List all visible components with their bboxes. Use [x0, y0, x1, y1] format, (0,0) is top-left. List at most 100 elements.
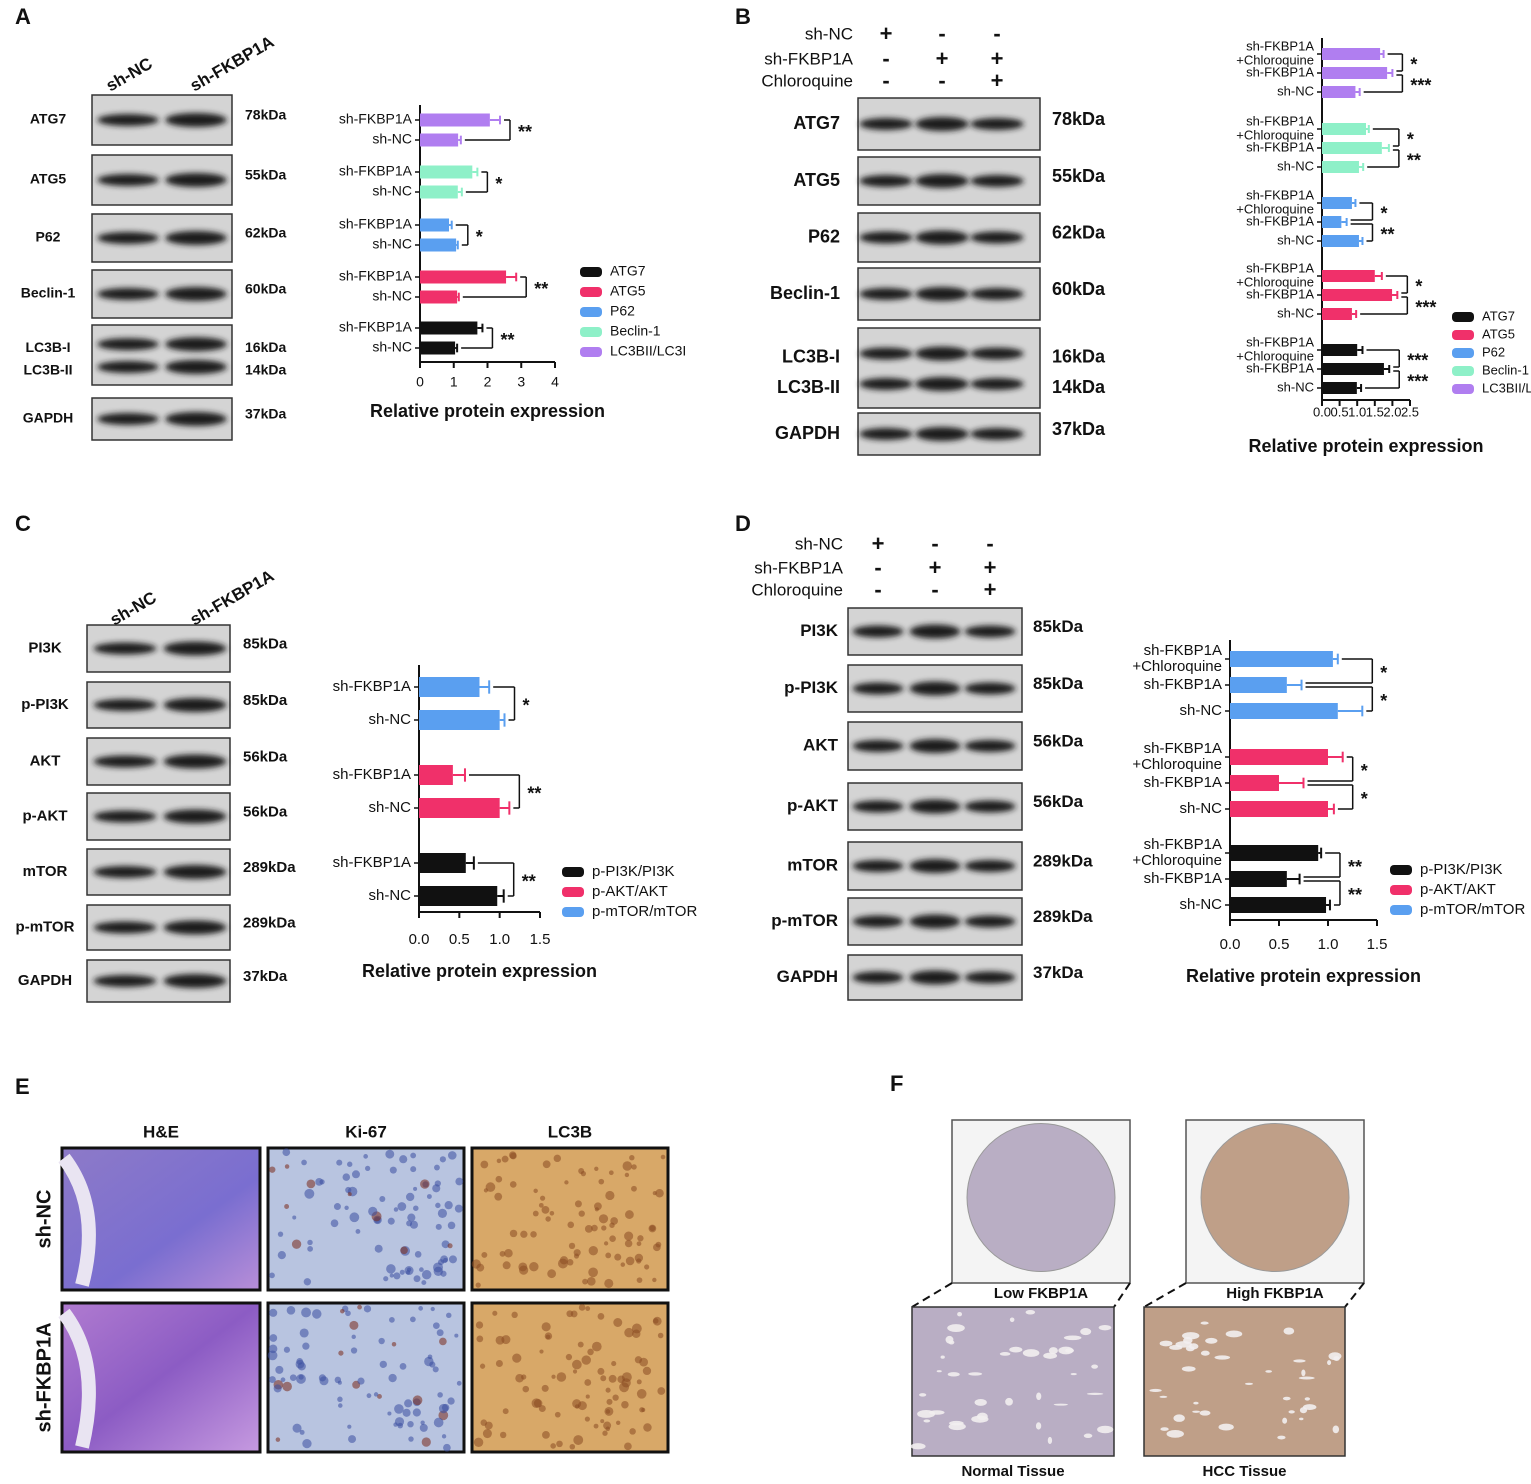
- blot-band: [909, 799, 961, 814]
- ihc-cell: [344, 1205, 349, 1210]
- condition-mark: +: [991, 46, 1004, 71]
- protein-label: mTOR: [23, 863, 68, 880]
- ihc-cell: [357, 1377, 365, 1385]
- ihc-cell: [566, 1259, 574, 1266]
- legend-label: p-mTOR/mTOR: [1420, 901, 1525, 918]
- condition-mark: -: [874, 577, 881, 602]
- ihc-cell: [302, 1438, 312, 1449]
- ihc-cell: [298, 1374, 304, 1380]
- blot-band: [970, 118, 1024, 130]
- bar: [1322, 344, 1358, 356]
- tissue-space: [1098, 1324, 1112, 1331]
- x-tick-label: 2.0: [1383, 404, 1401, 419]
- tissue-space: [1086, 1392, 1104, 1395]
- blot-band: [859, 118, 913, 130]
- protein-label: ATG5: [30, 171, 67, 187]
- tissue-space: [1293, 1359, 1306, 1363]
- protein-label: p-mTOR: [771, 911, 838, 930]
- ihc-cell: [574, 1404, 580, 1409]
- bar: [1230, 801, 1328, 817]
- category-label: sh-FKBP1A: [339, 163, 413, 179]
- blot-band: [859, 378, 913, 390]
- category-label: sh-FKBP1A: [339, 216, 413, 232]
- ihc-cell: [574, 1200, 582, 1208]
- bar: [420, 270, 507, 284]
- ihc-cell: [499, 1250, 506, 1257]
- tissue-space: [1199, 1410, 1211, 1416]
- ihc-cell: [625, 1210, 634, 1219]
- ihc-cell: [433, 1417, 444, 1428]
- tissue-space: [910, 1443, 926, 1450]
- ihc-cell: [368, 1206, 378, 1216]
- ihc-cell: [433, 1322, 440, 1330]
- blot-band: [93, 975, 157, 987]
- tissue-space: [1332, 1425, 1340, 1434]
- ihc-cell: [379, 1195, 386, 1202]
- ihc-cell: [419, 1423, 428, 1432]
- ihc-cell: [657, 1387, 666, 1395]
- category-label: sh-NC: [1277, 305, 1314, 320]
- protein-label: AKT: [30, 752, 61, 769]
- ihc-cell: [413, 1205, 419, 1211]
- ihc-cell: [594, 1202, 602, 1211]
- blot-band: [852, 800, 904, 813]
- ihc-cell: [476, 1335, 484, 1343]
- bar: [1230, 897, 1327, 913]
- tissue-space: [1200, 1321, 1209, 1325]
- tissue-space: [1185, 1346, 1195, 1352]
- tissue-space: [1301, 1369, 1306, 1377]
- protein-label: GAPDH: [775, 423, 840, 443]
- ihc-cell: [365, 1165, 371, 1172]
- ihc-cell: [602, 1430, 608, 1436]
- blot-band: [909, 859, 961, 873]
- legend-label: p-PI3K/PI3K: [592, 863, 675, 880]
- ihc-cell: [622, 1161, 633, 1171]
- tissue-caption: HCC Tissue: [1203, 1463, 1287, 1479]
- ihc-column-label: Ki-67: [345, 1122, 387, 1141]
- x-tick-label: 2: [484, 374, 492, 390]
- tissue-space: [999, 1352, 1011, 1356]
- category-label: sh-NC: [1277, 158, 1314, 173]
- blot-band: [964, 860, 1016, 872]
- legend-label: LC3BII/LC3I: [610, 343, 686, 359]
- protein-label: AKT: [803, 735, 839, 754]
- x-tick-label: 0.5: [1331, 404, 1349, 419]
- ihc-cell: [492, 1310, 498, 1316]
- blot-band: [852, 860, 904, 872]
- condition-mark: -: [986, 531, 993, 556]
- tissue-space: [1149, 1388, 1162, 1392]
- kda-label: 14kDa: [1052, 377, 1106, 397]
- blot-band: [97, 174, 159, 186]
- bar: [1322, 270, 1375, 282]
- tissue-space: [1282, 1396, 1291, 1401]
- category-label: sh-FKBP1A: [1144, 836, 1222, 853]
- ihc-cell: [363, 1305, 372, 1313]
- ihc-cell: [473, 1437, 484, 1448]
- ihc-cell: [495, 1335, 505, 1345]
- ihc-cell: [447, 1151, 457, 1160]
- ihc-cell: [377, 1394, 382, 1399]
- tissue-space: [940, 1355, 945, 1359]
- bar: [420, 341, 456, 355]
- tissue-space: [1022, 1349, 1040, 1357]
- blot-band: [163, 754, 227, 769]
- tissue-space: [1063, 1335, 1082, 1341]
- tissue-space: [1097, 1425, 1114, 1434]
- ihc-cell: [351, 1334, 356, 1340]
- blot-band: [970, 378, 1024, 390]
- blot-band: [163, 865, 227, 879]
- ihc-cell: [303, 1278, 312, 1286]
- ihc-cell: [421, 1280, 427, 1286]
- significance: **: [534, 279, 548, 299]
- ihc-cell: [601, 1225, 607, 1231]
- panel-letter: E: [15, 1074, 30, 1099]
- ihc-cell: [550, 1443, 556, 1449]
- ihc-cell: [644, 1264, 650, 1270]
- ihc-cell: [399, 1362, 407, 1370]
- ihc-cell: [357, 1304, 362, 1310]
- ihc-cell: [591, 1341, 602, 1352]
- tissue-space: [1205, 1337, 1218, 1344]
- ihc-cell: [608, 1170, 614, 1176]
- category-label: sh-FKBP1A: [333, 854, 411, 871]
- ihc-cell: [421, 1437, 431, 1447]
